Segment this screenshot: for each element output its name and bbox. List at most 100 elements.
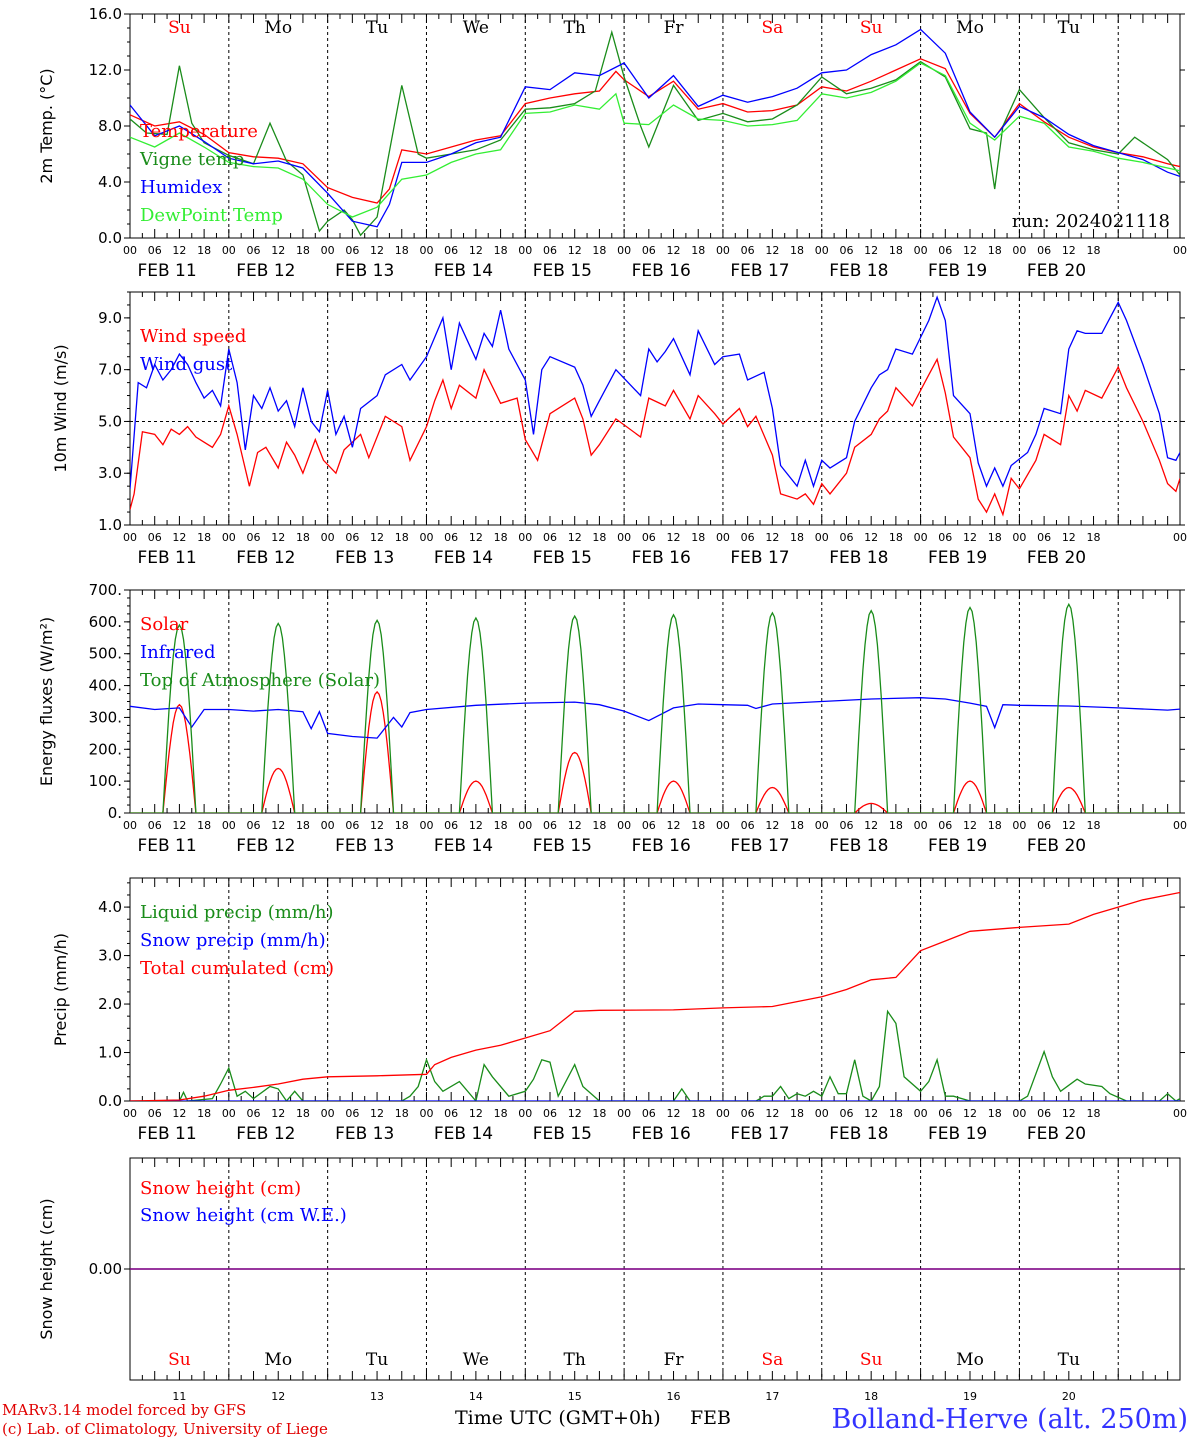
hour-tick-label: 12 xyxy=(765,531,779,544)
hour-tick-label: 06 xyxy=(444,244,458,257)
y-tick-label: 300. xyxy=(89,708,122,726)
hour-tick-label: 00 xyxy=(1012,819,1026,832)
date-label: FEB 17 xyxy=(730,1124,789,1144)
y-axis-label: Snow height (cm) xyxy=(37,1198,56,1339)
hour-tick-label: 12 xyxy=(271,244,285,257)
hour-tick-label: 00 xyxy=(1012,1107,1026,1120)
hour-tick-label: 00 xyxy=(321,819,335,832)
hour-tick-label: 00 xyxy=(914,819,928,832)
hour-tick-label: 18 xyxy=(296,1107,310,1120)
hour-tick-label: 00 xyxy=(716,819,730,832)
hour-tick-label: 06 xyxy=(444,1107,458,1120)
y-tick-label: 200. xyxy=(89,740,122,758)
day-abbr-label: Mo xyxy=(956,18,984,38)
legend-entry: Snow precip (mm/h) xyxy=(140,930,326,951)
hour-tick-label: 06 xyxy=(741,531,755,544)
day-abbr-label: Su xyxy=(168,18,191,38)
hour-tick-label: 06 xyxy=(543,531,557,544)
legend-entry: Wind gust xyxy=(140,354,233,375)
hour-tick-label: 00 xyxy=(321,1107,335,1120)
hour-tick-label: 00 xyxy=(419,531,433,544)
hour-tick-label: 00 xyxy=(815,1107,829,1120)
date-label: FEB 17 xyxy=(730,548,789,568)
hour-tick-label: 18 xyxy=(395,819,409,832)
date-label: FEB 15 xyxy=(533,836,592,856)
hour-tick-label: 12 xyxy=(963,819,977,832)
hour-tick-label: 00 xyxy=(222,819,236,832)
hour-tick-label: 06 xyxy=(444,819,458,832)
y-tick-label: 1.0 xyxy=(98,1044,122,1062)
hour-tick-label: 00 xyxy=(617,1107,631,1120)
day-number-label: 18 xyxy=(864,1390,878,1403)
hour-tick-label: 06 xyxy=(839,1107,853,1120)
hour-tick-label: 18 xyxy=(1087,1107,1101,1120)
hour-tick-label: 18 xyxy=(494,819,508,832)
date-label: FEB 20 xyxy=(1027,836,1086,856)
footer-month: FEB xyxy=(690,1407,731,1429)
legend-entry: DewPoint Temp xyxy=(140,205,283,226)
date-label: FEB 11 xyxy=(137,548,196,568)
hour-tick-label: 12 xyxy=(469,531,483,544)
series-line-infrared xyxy=(130,697,1180,739)
day-number-label: 19 xyxy=(963,1390,977,1403)
day-abbr-label: Th xyxy=(564,1350,586,1370)
date-label: FEB 18 xyxy=(829,548,888,568)
hour-tick-label: 18 xyxy=(691,1107,705,1120)
date-label: FEB 16 xyxy=(632,261,691,281)
hour-tick-label: 18 xyxy=(988,819,1002,832)
hour-tick-label: 12 xyxy=(370,531,384,544)
hour-tick-label: 18 xyxy=(889,1107,903,1120)
y-axis-label: 10m Wind (m/s) xyxy=(51,344,70,472)
hour-tick-label: 06 xyxy=(148,819,162,832)
hour-tick-label: 12 xyxy=(568,531,582,544)
hour-tick-label: 00 xyxy=(419,819,433,832)
hour-tick-label: 06 xyxy=(938,244,952,257)
day-number-label: 20 xyxy=(1062,1390,1076,1403)
hour-tick-label: 06 xyxy=(938,531,952,544)
date-label: FEB 16 xyxy=(632,836,691,856)
hour-tick-label: 12 xyxy=(765,819,779,832)
hour-tick-label: 12 xyxy=(172,244,186,257)
hour-tick-label: 06 xyxy=(1037,531,1051,544)
series-group xyxy=(130,28,1180,237)
hour-tick-label: 12 xyxy=(864,1107,878,1120)
day-number-label: 11 xyxy=(172,1390,186,1403)
y-tick-label: 8.0 xyxy=(98,117,122,135)
series-line-wind-speed xyxy=(130,357,1180,517)
hour-tick-label: 06 xyxy=(1037,819,1051,832)
y-tick-label: 0.00 xyxy=(89,1260,122,1278)
day-abbr-label: Fr xyxy=(664,18,685,38)
series-line-liquid-precip-mm-h xyxy=(130,1009,1180,1101)
hour-tick-label: 18 xyxy=(197,244,211,257)
hour-tick-label: 00 xyxy=(1012,531,1026,544)
day-abbr-label: Su xyxy=(860,1350,883,1370)
panel-snow: 0.00 Snow height (cm) Snow height (cm) Snow… xyxy=(37,1157,1185,1403)
hour-tick-label: 12 xyxy=(765,244,779,257)
hour-tick-label: 06 xyxy=(741,1107,755,1120)
hour-tick-label: 18 xyxy=(592,531,606,544)
date-label: FEB 19 xyxy=(928,1124,987,1144)
hour-tick-label: 18 xyxy=(691,244,705,257)
date-label: FEB 20 xyxy=(1027,1124,1086,1144)
series-line-top-of-atmosphere-solar xyxy=(130,602,1180,813)
date-label: FEB 12 xyxy=(236,261,295,281)
hour-tick-label: 06 xyxy=(741,819,755,832)
y-tick-label: 16.0 xyxy=(89,5,122,23)
footer: MARv3.14 model forced by GFS (c) Lab. of… xyxy=(2,1401,1188,1438)
series-line-solar xyxy=(130,690,1180,813)
hour-tick-label: 06 xyxy=(345,531,359,544)
hour-tick-label: 06 xyxy=(247,1107,261,1120)
hour-tick-label: 06 xyxy=(247,244,261,257)
run-annotation: run: 2024021118 xyxy=(1012,211,1170,232)
hour-tick-label: 12 xyxy=(1062,244,1076,257)
hour-tick-label: 18 xyxy=(494,244,508,257)
hour-tick-label: 00 xyxy=(123,531,137,544)
hour-tick-label: 12 xyxy=(568,1107,582,1120)
hour-tick-label: 18 xyxy=(790,531,804,544)
date-label: FEB 20 xyxy=(1027,548,1086,568)
y-tick-label: 7.0 xyxy=(98,361,122,379)
hour-tick-label: 12 xyxy=(963,1107,977,1120)
hour-tick-label: 00 xyxy=(518,244,532,257)
hour-tick-label: 00 xyxy=(815,244,829,257)
hour-tick-label: 00 xyxy=(321,531,335,544)
